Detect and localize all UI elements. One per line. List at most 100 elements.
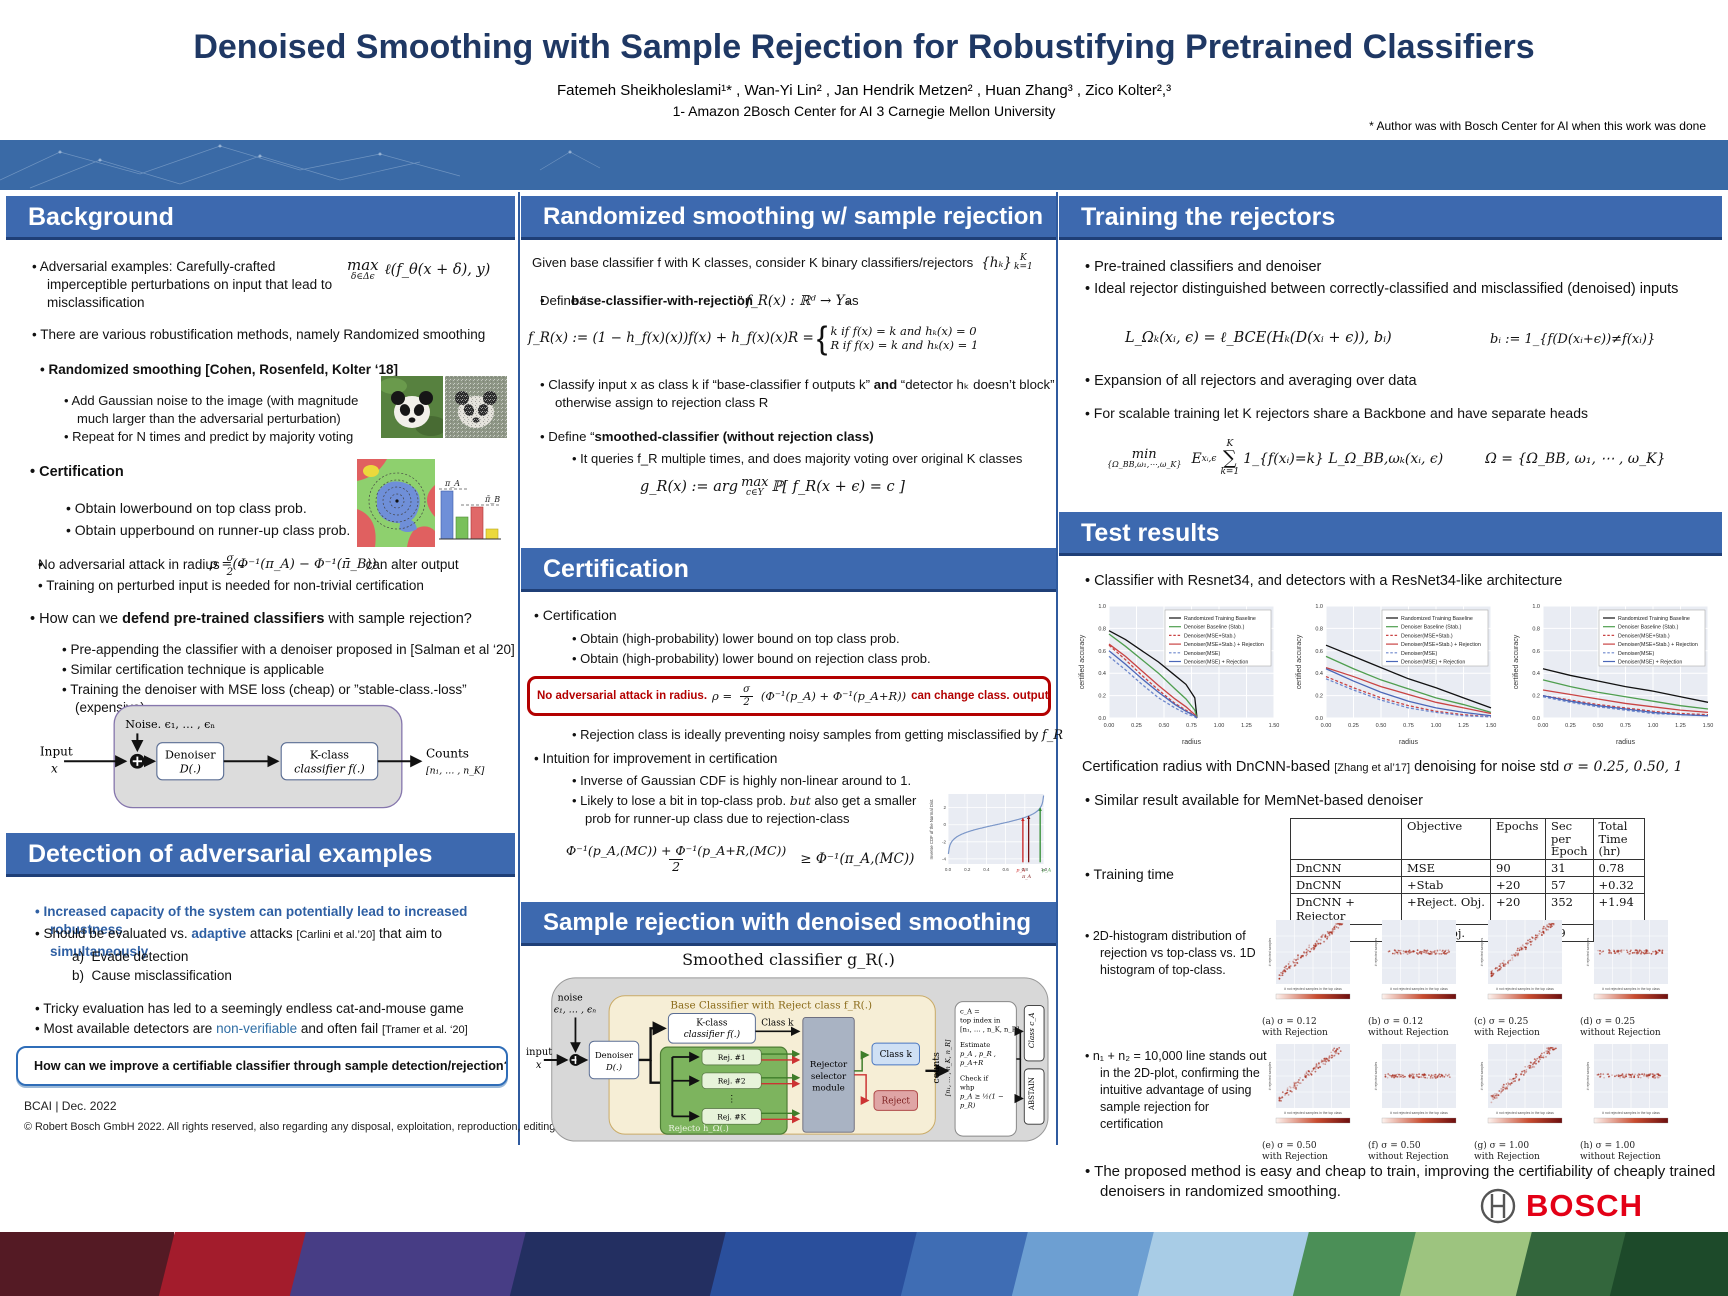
- bg-bullet-training: Training on perturbed input is needed fo…: [38, 577, 528, 595]
- pipeline-diagram: Noise. ϵ₁, … , ϵₙ Input x Denoiser D(.) …: [32, 700, 497, 821]
- decorative-banner: [0, 140, 1728, 190]
- column-divider-left: [518, 192, 520, 1145]
- srd-est-1: c_A =: [960, 1008, 980, 1016]
- svg-text:Randomized Training Baseline: Randomized Training Baseline: [1618, 616, 1690, 622]
- srd-rej2: Rej. #2: [718, 1077, 746, 1086]
- table-header-row: Objective Epochs Sec per Epoch Total Tim…: [1290, 818, 1645, 860]
- train-bullet-expansion: Expansion of all rejectors and averaging…: [1085, 372, 1416, 392]
- svg-text:Denoiser Baseline (Stab.): Denoiser Baseline (Stab.): [1618, 625, 1679, 631]
- svg-text:Denoiser(MSE): Denoiser(MSE): [1618, 651, 1654, 657]
- svg-text:Denoiser(MSE): Denoiser(MSE): [1184, 651, 1220, 657]
- srd-reject-box: Reject: [882, 1096, 911, 1106]
- svg-text:0.50: 0.50: [1593, 723, 1604, 729]
- srd-est-2: top index in: [960, 1016, 1001, 1024]
- table-row: DnCNN MSE 90 31 0.78: [1290, 858, 1645, 877]
- defend-pre: How can we: [39, 611, 123, 627]
- svg-text:0.50: 0.50: [1159, 723, 1170, 729]
- svg-text:p_A: p_A: [1016, 868, 1025, 874]
- svg-text:Denoiser(MSE) + Rejection: Denoiser(MSE) + Rejection: [1401, 660, 1465, 666]
- svg-text:Randomized Training Baseline: Randomized Training Baseline: [1184, 616, 1256, 622]
- svg-text:1.00: 1.00: [1648, 723, 1659, 729]
- cert-bullet: Certification: [534, 606, 623, 625]
- svg-text:Denoiser(MSE): Denoiser(MSE): [1401, 651, 1437, 657]
- intro-formula-sup: K: [1020, 253, 1027, 264]
- adaptive-pre: Should be evaluated vs.: [43, 926, 192, 941]
- scatter-panel: # not rejected samples in the top class #…: [1368, 1042, 1462, 1164]
- svg-text:0.75: 0.75: [1186, 723, 1197, 729]
- table-row: DnCNN +Stab +20 57 +0.32: [1290, 875, 1645, 894]
- srd-denoiser-label: Denoiser: [595, 1050, 634, 1060]
- define-bold: base-classifier-with-rejection: [571, 293, 753, 309]
- pipe-classifier-label: K-class: [310, 748, 349, 761]
- results-bullet-training-time: Training time: [1085, 865, 1174, 884]
- svg-text:# rejected samples: # rejected samples: [1374, 1061, 1378, 1090]
- section-rs-rejection-header: Randomized smoothing w/ sample rejection: [521, 196, 1056, 240]
- srd-classk-label: Class k: [761, 1018, 794, 1028]
- svg-text:1.25: 1.25: [1458, 723, 1469, 729]
- panda-figure-noisy: [445, 376, 507, 443]
- affiliations-line: 1- Amazon 2Bosch Center for AI 3 Carnegi…: [672, 103, 1056, 119]
- th-sec-per-epoch: Sec per Epoch: [1545, 818, 1594, 860]
- svg-text:Denoiser(MSE) + Rejection: Denoiser(MSE) + Rejection: [1184, 660, 1248, 666]
- svg-text:1.25: 1.25: [1241, 723, 1252, 729]
- bg-bullet-rs-repeat: Repeat for N times and predict by majori…: [64, 428, 362, 446]
- svg-text:Randomized Training Baseline: Randomized Training Baseline: [1401, 616, 1473, 622]
- svg-text:certified accuracy: certified accuracy: [1079, 634, 1086, 689]
- carlini-ref: [Carlini et al.’20]: [296, 929, 376, 941]
- fr-case-1: k if f(x) = k and hₖ(x) = 0: [830, 324, 977, 338]
- svg-text:# rejected samples: # rejected samples: [1480, 1061, 1484, 1090]
- redbox-pre: No adversarial attack in radius.: [537, 690, 708, 702]
- mid-queries-bullet: It queries f_R multiple times, and does …: [572, 450, 1055, 468]
- gr-max: max: [741, 475, 769, 490]
- formula-loss: ℓ(f_θ(x + δ), y): [384, 261, 491, 278]
- pipe-denoiser-fn: D(.): [179, 762, 201, 775]
- svg-text:1.50: 1.50: [1269, 723, 1280, 729]
- losebit-pre: Likely to lose a bit in top-class prob.: [580, 793, 790, 808]
- svg-text:1.50: 1.50: [1486, 723, 1497, 729]
- svg-text:0.6: 0.6: [1098, 649, 1106, 655]
- nonver-mid: and often fail: [297, 1021, 382, 1036]
- svg-text:0.00: 0.00: [1321, 723, 1332, 729]
- bg-formula-max-loss: max δ∈Δϵ ℓ(f_θ(x + δ), y): [345, 258, 490, 282]
- scatter-panel: # not rejected samples in the top class #…: [1262, 918, 1356, 1040]
- results-bullet-memnet: Similar result available for MemNet-base…: [1085, 792, 1720, 812]
- pipe-noise-label: Noise. ϵ₁, … , ϵₙ: [125, 718, 215, 731]
- class-prob-bars-figure: π_A π̄_B: [437, 459, 503, 552]
- svg-text:0: 0: [943, 822, 946, 827]
- svg-text:1.00: 1.00: [1214, 723, 1225, 729]
- zhang-ref: [Zhang et al’17]: [1334, 762, 1411, 774]
- svg-text:0.25: 0.25: [1348, 723, 1359, 729]
- table-row: DnCNN + Rejector +Reject. Obj. +20 352 +1.94: [1290, 892, 1645, 925]
- svg-text:1.00: 1.00: [1431, 723, 1442, 729]
- svg-text:0.8: 0.8: [1315, 626, 1323, 632]
- srd-counts-label: counts: [931, 1052, 942, 1084]
- svg-text:0.0: 0.0: [1315, 716, 1323, 722]
- cert-intuition: Intuition for improvement in certificati…: [534, 750, 777, 768]
- results-bullet-conclusion: The proposed method is easy and cheap to…: [1085, 1162, 1725, 1203]
- svg-text:Denoiser(MSE+Stab.): Denoiser(MSE+Stab.): [1618, 633, 1670, 639]
- cert-lower-rejection: Obtain (high-probability) lower bound on…: [572, 650, 1055, 668]
- inverse-cdf-plot: -4 -2 0 2 0.0 0.2 0.4 0.6 0.8 1.0 p_Aπ_A p_A + p_R I…: [926, 790, 1068, 887]
- svg-text:Denoiser Baseline (Stab.): Denoiser Baseline (Stab.): [1401, 625, 1462, 631]
- srd-classk-box: Class k: [880, 1050, 913, 1060]
- svg-text:1.50: 1.50: [1703, 723, 1714, 729]
- svg-text:0.4: 0.4: [1098, 671, 1106, 677]
- svg-text:# rejected samples: # rejected samples: [1480, 937, 1484, 966]
- redbox-formula: (Φ⁻¹(p_A) + Φ⁻¹(p_A+R)): [760, 689, 907, 703]
- svg-text:Denoiser(MSE+Stab.): Denoiser(MSE+Stab.): [1401, 633, 1453, 639]
- define-formula: f_R(x) : ℝᵈ → Y₊: [745, 293, 852, 309]
- pipe-input-label: Input: [40, 745, 73, 759]
- svg-text:1.25: 1.25: [1675, 723, 1686, 729]
- svg-text:# not rejected samples in the: # not rejected samples in the top class: [1602, 987, 1660, 991]
- bosch-anchor-icon: [1480, 1188, 1516, 1224]
- svg-text:# not rejected samples in the: # not rejected samples in the top class: [1496, 987, 1554, 991]
- section-test-results-header: Test results: [1059, 512, 1722, 556]
- simultaneously-word: simultaneously: [50, 944, 149, 960]
- rejection-note-text: Rejection class is ideally preventing no…: [580, 727, 1039, 742]
- pi-a-label: π_A: [444, 479, 460, 488]
- redbox-den: 2: [740, 695, 753, 708]
- expectation: E: [1191, 450, 1202, 467]
- det-list-b: b) Cause misclassification: [72, 967, 232, 985]
- srd-noise-eps: ϵ₁, … , ϵₙ: [554, 1005, 597, 1016]
